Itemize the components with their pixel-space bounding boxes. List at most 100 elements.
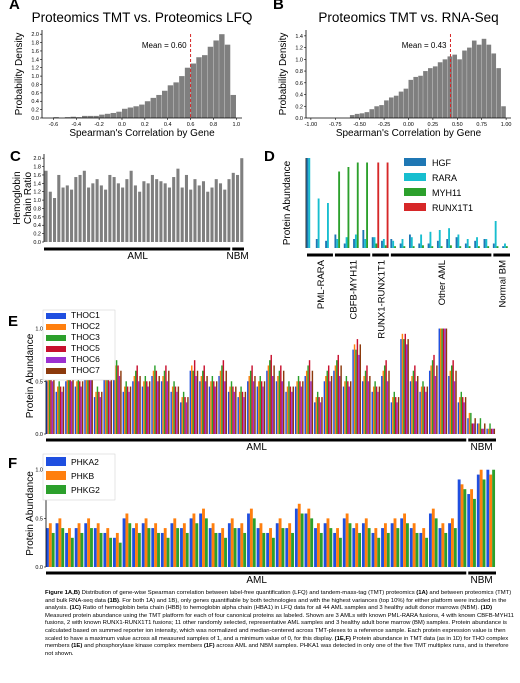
bar-phka2 <box>352 528 356 567</box>
bar-phkg2 <box>233 528 237 567</box>
bar-thoc1 <box>46 381 48 434</box>
bar-thoc1 <box>247 381 249 434</box>
bar-thoc1 <box>256 386 259 434</box>
panel-letter: C <box>10 148 21 165</box>
x-tick-label: 0.00 <box>403 122 414 128</box>
bar-thoc6 <box>319 402 322 434</box>
bar-phkg2 <box>271 537 275 567</box>
bar-thoc1 <box>113 370 115 434</box>
bar-thoc6 <box>348 386 350 434</box>
bar-phkg2 <box>291 532 294 567</box>
bar-thoc7 <box>340 365 342 434</box>
bar <box>112 177 116 242</box>
group-label: Other AML <box>437 260 448 305</box>
bar <box>91 183 95 242</box>
bar-phka2 <box>237 528 241 567</box>
bar <box>138 191 142 242</box>
legend-label: RUNX1T1 <box>432 203 473 213</box>
bar-phkb <box>489 474 493 567</box>
y-axis-label: Protein Abundance <box>282 160 293 245</box>
bar-thoc2 <box>277 376 279 434</box>
histogram-bar <box>64 117 71 118</box>
legend-label: THOC6 <box>71 354 100 364</box>
bar-phkg2 <box>406 523 409 567</box>
bar-myh11 <box>450 245 452 248</box>
y-tick-label: 1.2 <box>295 46 303 52</box>
bar-thoc5 <box>165 365 167 434</box>
bar-phkb <box>115 532 119 567</box>
bar-thoc7 <box>196 370 199 434</box>
bar-phkg2 <box>482 479 486 567</box>
bar-phka2 <box>84 523 88 567</box>
bar-phka2 <box>46 528 49 567</box>
bar-phkg2 <box>128 523 132 567</box>
bar-phkg2 <box>166 537 170 567</box>
bar-thoc5 <box>414 365 416 434</box>
bar <box>184 174 188 242</box>
y-tick-label: 0.0 <box>31 116 39 122</box>
bar-thoc6 <box>386 381 389 434</box>
bar-thoc1 <box>448 376 450 434</box>
bar-thoc7 <box>120 370 122 434</box>
histogram-bar <box>462 50 467 118</box>
legend-label: RARA <box>432 173 457 183</box>
histogram-bar <box>184 67 191 118</box>
legend-label: THOC7 <box>71 365 100 375</box>
bar-thoc2 <box>238 391 241 434</box>
bar-hgf <box>371 237 374 248</box>
bar-thoc6 <box>70 381 73 434</box>
bar-thoc6 <box>377 391 379 434</box>
bar-thoc6 <box>329 381 331 434</box>
y-tick-label: 1.6 <box>31 49 39 55</box>
bar-thoc2 <box>392 397 394 434</box>
histogram-bar <box>127 107 134 118</box>
x-tick-label: 1.00 <box>501 122 512 128</box>
bar-thoc7 <box>359 344 361 434</box>
bar-hgf <box>492 243 495 248</box>
bar-thoc6 <box>396 402 398 434</box>
bar-thoc7 <box>215 381 218 434</box>
bar-rara <box>327 203 329 248</box>
bar-thoc2 <box>315 397 317 434</box>
bar-rara <box>485 239 488 248</box>
bar <box>223 189 227 242</box>
bar-phkb <box>68 528 71 567</box>
bar-phka2 <box>218 532 222 567</box>
bar-phkb <box>202 508 205 567</box>
bar-thoc2 <box>191 365 193 434</box>
bar-phka2 <box>151 528 155 567</box>
bar-thoc1 <box>122 391 125 434</box>
panel-letter: A <box>9 0 20 13</box>
bar-thoc6 <box>90 376 92 434</box>
bar-phkb <box>192 513 196 567</box>
bar-thoc1 <box>323 381 326 434</box>
bar-thoc7 <box>445 328 448 434</box>
panel-c-bar-chart: C 0.0 0.2 0.4 0.6 0.8 1.0 1.2 1.4 1.6 1.8 2.0 Hemogl… <box>10 148 249 262</box>
histogram-bar <box>393 95 399 118</box>
bar-phka2 <box>381 528 384 567</box>
bar-thoc7 <box>187 397 189 434</box>
bar-thoc7 <box>484 423 486 434</box>
bar-thoc3 <box>355 349 357 434</box>
histogram-bar <box>467 47 472 118</box>
legend-label: PHKB <box>71 471 94 481</box>
histogram-bar <box>190 63 196 118</box>
bar-thoc3 <box>58 381 60 434</box>
histogram-bar <box>76 117 82 118</box>
bar-thoc3 <box>278 370 281 434</box>
bar-thoc6 <box>166 381 169 434</box>
bar-phka2 <box>275 523 279 567</box>
bar-hgf <box>399 243 402 248</box>
bar-thoc3 <box>336 360 338 434</box>
bar-thoc6 <box>444 328 446 434</box>
bar-phkb <box>326 518 330 567</box>
bar-phka2 <box>342 518 346 567</box>
histogram-bar <box>403 88 409 118</box>
bar-rara <box>457 234 460 248</box>
bar-thoc2 <box>305 370 308 434</box>
bar <box>121 187 125 242</box>
legend-swatch <box>404 203 426 211</box>
bar-thoc5 <box>193 360 196 434</box>
bar-phkb <box>259 523 263 567</box>
bar-phkg2 <box>396 528 400 567</box>
